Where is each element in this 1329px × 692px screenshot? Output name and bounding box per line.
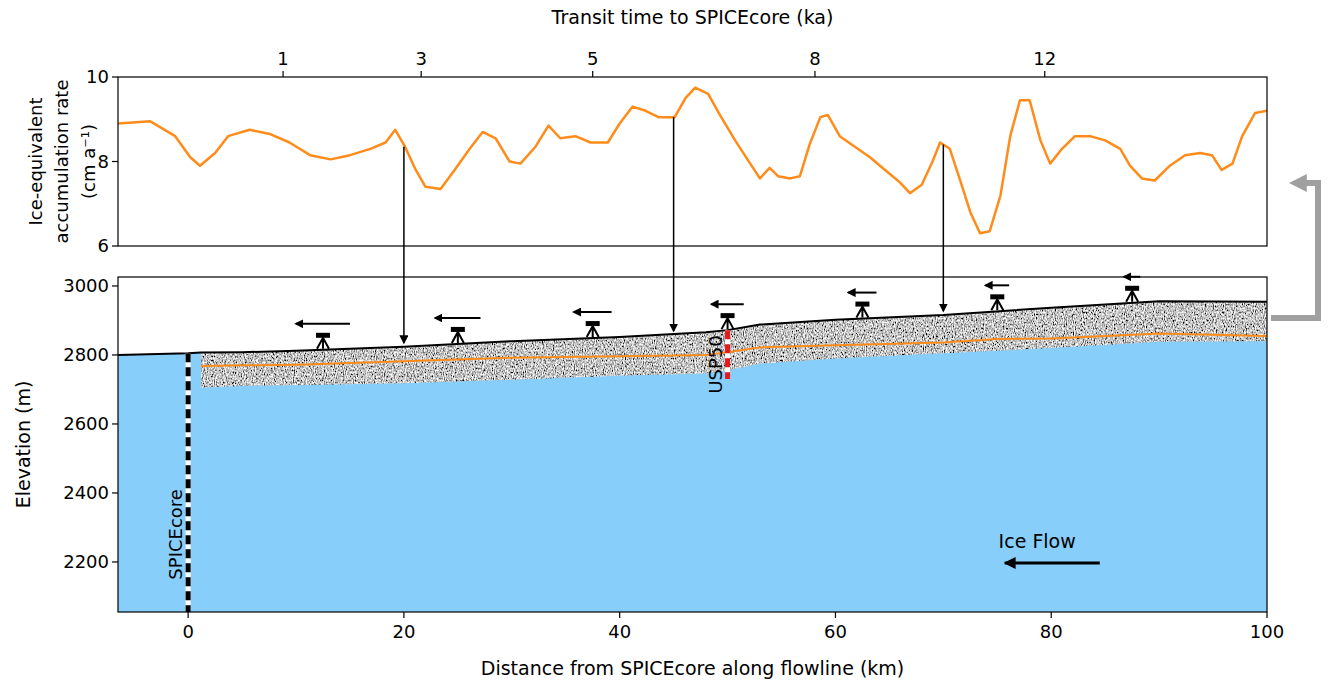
x2-axis-title: Transit time to SPICEcore (ka) <box>551 6 834 28</box>
stake-legs <box>856 307 868 318</box>
isochrone-line <box>201 334 1267 366</box>
x2-tick <box>592 71 593 77</box>
link-arrow <box>943 145 945 311</box>
frame-bottom <box>118 277 1267 612</box>
stake-head <box>721 313 735 318</box>
velocity-arrow <box>574 311 612 313</box>
link-arrow <box>403 147 405 343</box>
y-axis-title: Elevation (m) <box>12 381 34 509</box>
return-arrow <box>1271 183 1318 318</box>
borehole-base <box>186 353 191 612</box>
x-tick-label: 100 <box>1250 621 1284 642</box>
x2-tick-label: 3 <box>415 48 426 69</box>
x2-tick <box>1044 71 1045 77</box>
x-tick-label: 60 <box>824 621 847 642</box>
stake <box>1125 286 1139 302</box>
velocity-arrow <box>711 303 743 305</box>
y-tick-label: 2600 <box>63 413 109 434</box>
x2-tick-label: 12 <box>1033 48 1056 69</box>
y-tick <box>112 161 118 162</box>
stake <box>721 313 735 329</box>
surface-line <box>118 301 1267 355</box>
y-tick <box>112 423 118 424</box>
x2-tick <box>814 71 815 77</box>
y-axis-title: Ice-equivalent <box>25 98 46 226</box>
x-tick <box>403 612 404 618</box>
y-tick-label: 6 <box>98 235 109 256</box>
ice-area <box>118 301 1267 612</box>
stake-head <box>451 327 465 332</box>
stake-head <box>1125 286 1139 291</box>
x-tick <box>835 612 836 618</box>
velocity-arrow <box>848 292 876 294</box>
x2-tick-label: 5 <box>587 48 598 69</box>
y-tick <box>112 245 118 246</box>
x-tick-label: 20 <box>392 621 415 642</box>
y-tick-label: 3000 <box>63 275 109 296</box>
plot-area-top <box>118 88 1267 234</box>
y-tick <box>112 492 118 493</box>
x-tick <box>1266 612 1267 618</box>
x-tick <box>1051 612 1052 618</box>
y-tick <box>112 76 118 77</box>
stake-legs <box>991 299 1003 310</box>
y-tick-label: 8 <box>98 151 109 172</box>
y-tick-label: 2800 <box>63 344 109 365</box>
y-tick-label: 2400 <box>63 482 109 503</box>
x-tick-label: 0 <box>182 621 193 642</box>
y-tick-label: 10 <box>86 66 109 87</box>
x-axis-title: Distance from SPICEcore along flowline (… <box>481 657 904 679</box>
y-axis-title: accumulation rate <box>51 80 72 244</box>
y-tick <box>112 561 118 562</box>
figure: 6 8 10 1 3 5 8 12 Transit time to SPICEcore (ka)… <box>0 0 1329 692</box>
frame-top <box>118 77 1267 246</box>
link-arrow <box>673 117 675 331</box>
stake <box>855 302 869 318</box>
stake <box>451 327 465 343</box>
x2-tick <box>421 71 422 77</box>
borehole-label: SPICEcore <box>165 489 186 580</box>
x-tick <box>188 612 189 618</box>
stake-legs <box>587 326 599 337</box>
stake-legs <box>452 332 464 343</box>
stake-head <box>316 333 330 338</box>
y-tick <box>112 354 118 355</box>
stake <box>586 321 600 337</box>
stake-head <box>855 302 869 307</box>
stake <box>990 294 1004 310</box>
annotation: Ice Flow <box>999 530 1076 552</box>
x-tick <box>619 612 620 618</box>
x-tick-label: 40 <box>608 621 631 642</box>
borehole <box>725 330 730 379</box>
x2-tick-label: 1 <box>277 48 288 69</box>
borehole <box>186 353 191 612</box>
stake-legs <box>317 338 329 349</box>
velocity-arrow <box>296 323 350 325</box>
x2-tick <box>282 71 283 77</box>
stake-legs <box>722 318 734 329</box>
y-axis-title: (cm a⁻¹) <box>78 124 99 199</box>
borehole-label: USP50 <box>705 335 726 393</box>
y-tick-label: 2200 <box>63 551 109 572</box>
stake-head <box>586 321 600 326</box>
plot-area-bottom <box>118 301 1267 612</box>
y-tick <box>112 285 118 286</box>
velocity-arrow <box>435 317 480 319</box>
flow-arrow <box>1005 562 1100 565</box>
velocity-arrow <box>985 284 1009 286</box>
x-tick-label: 80 <box>1040 621 1063 642</box>
radargram-band <box>201 301 1267 388</box>
x2-tick-label: 8 <box>809 48 820 69</box>
accumulation-line <box>118 88 1267 234</box>
stake <box>316 333 330 349</box>
borehole-base <box>725 330 730 379</box>
stake-legs <box>1126 291 1138 302</box>
stake-head <box>990 294 1004 299</box>
